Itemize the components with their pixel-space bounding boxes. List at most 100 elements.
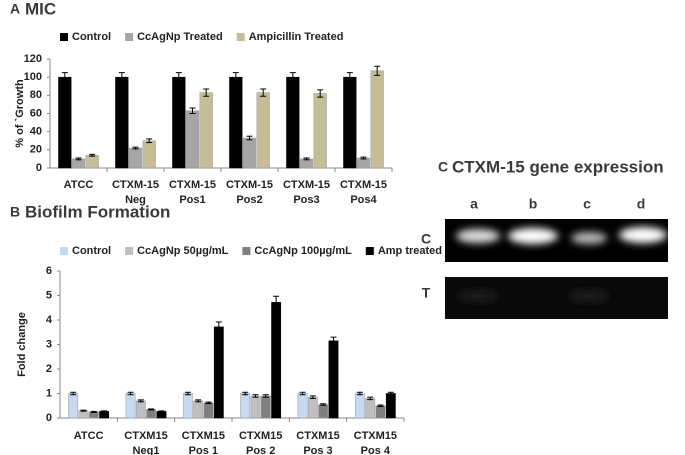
- error-bar: [317, 89, 324, 98]
- error-bar: [89, 153, 96, 157]
- x-tick-label: Neg1: [133, 445, 160, 455]
- bar: [146, 409, 157, 419]
- bar: [135, 400, 146, 419]
- error-bar: [158, 410, 165, 413]
- x-tick-label: CTXM-15: [226, 179, 273, 191]
- error-bar: [289, 72, 296, 83]
- bar: [125, 393, 136, 419]
- legend-swatch: [60, 247, 68, 255]
- x-tick-label: Pos2: [236, 194, 262, 206]
- y-tick-label: 40: [30, 126, 42, 138]
- bar: [328, 340, 339, 419]
- bar: [307, 396, 318, 419]
- bar: [199, 92, 213, 169]
- bar: [375, 405, 386, 419]
- x-tick-label: Pos 4: [361, 445, 391, 455]
- x-tick-label: Neg: [125, 194, 146, 206]
- y-tick-label: 100: [24, 71, 42, 83]
- x-tick-label: ATCC: [74, 430, 104, 442]
- y-axis-label: Fold change: [16, 312, 28, 377]
- bar: [242, 137, 257, 169]
- error-bar: [260, 88, 267, 97]
- y-tick-label: 60: [30, 107, 42, 119]
- chart-title: MIC: [25, 0, 56, 18]
- error-bar: [374, 65, 381, 76]
- bar: [260, 395, 271, 419]
- error-bar: [242, 391, 249, 396]
- panel-label: C: [438, 159, 448, 175]
- error-bar: [377, 404, 384, 407]
- y-tick-label: 1: [46, 387, 52, 399]
- error-bar: [303, 157, 310, 161]
- y-tick-label: 120: [24, 53, 42, 65]
- x-tick-label: CTXM-15: [169, 179, 216, 191]
- error-bar: [360, 156, 367, 160]
- error-bar: [252, 394, 259, 398]
- bar: [354, 393, 365, 419]
- legend-label: CcAgNp 100µg/mL: [254, 245, 352, 257]
- error-bar: [132, 146, 139, 150]
- error-bar: [262, 394, 269, 398]
- error-bar: [299, 391, 306, 396]
- error-bar: [346, 72, 353, 83]
- error-bar: [80, 409, 87, 412]
- legend-swatch: [125, 247, 134, 255]
- bar: [128, 147, 143, 169]
- x-tick-label: Pos1: [179, 194, 205, 206]
- bar: [370, 70, 384, 169]
- legend-swatch: [60, 33, 68, 41]
- y-tick-label: 6: [46, 265, 52, 277]
- error-bar: [232, 72, 239, 83]
- legend-label: CcAgNp 50µg/mL: [137, 245, 229, 257]
- x-tick-label: CTXM15: [124, 430, 167, 442]
- bar: [229, 76, 243, 169]
- bar: [156, 411, 167, 419]
- error-bar: [330, 336, 337, 345]
- bar: [318, 404, 329, 419]
- bar: [240, 393, 251, 419]
- y-tick-label: 4: [46, 314, 53, 326]
- bar: [193, 400, 204, 419]
- error-bar: [137, 399, 144, 403]
- lane-label: d: [637, 196, 646, 212]
- error-bar: [309, 395, 316, 399]
- legend-swatch: [242, 247, 251, 255]
- error-bar: [90, 410, 97, 413]
- error-bar: [215, 321, 222, 333]
- bar: [250, 395, 261, 419]
- error-bar: [75, 157, 82, 161]
- bar: [182, 393, 193, 419]
- x-tick-label: CTXM-15: [283, 179, 330, 191]
- error-bar: [61, 72, 68, 83]
- error-bar: [146, 138, 153, 144]
- panel-label: B: [10, 204, 20, 220]
- y-axis-label: % of `Growth: [14, 79, 26, 148]
- legend-label: Amp treated: [378, 245, 442, 257]
- error-bar: [205, 401, 212, 405]
- chart-title: Biofilm Formation: [25, 202, 170, 221]
- error-bar: [356, 391, 363, 396]
- x-tick-label: Pos 3: [303, 445, 332, 455]
- row-label: C: [421, 231, 431, 247]
- bar: [58, 76, 72, 169]
- error-bar: [127, 391, 134, 396]
- legend-label: Ampicillin Treated: [249, 31, 344, 43]
- error-bar: [148, 408, 155, 411]
- error-bar: [175, 72, 182, 83]
- bar: [356, 157, 371, 169]
- bar: [142, 140, 156, 169]
- bar: [271, 302, 282, 419]
- error-bar: [195, 399, 202, 403]
- lane-label: a: [470, 196, 478, 212]
- x-tick-label: Pos3: [293, 194, 319, 206]
- bar: [185, 110, 200, 169]
- error-bar: [273, 295, 280, 309]
- y-tick-label: 0: [46, 412, 52, 424]
- legend-label: Control: [72, 245, 111, 257]
- row-label: T: [422, 285, 431, 301]
- y-tick-label: 20: [30, 144, 42, 156]
- error-bar: [246, 135, 253, 141]
- bar: [365, 398, 376, 419]
- bar: [115, 76, 129, 169]
- lane-label: c: [583, 196, 591, 212]
